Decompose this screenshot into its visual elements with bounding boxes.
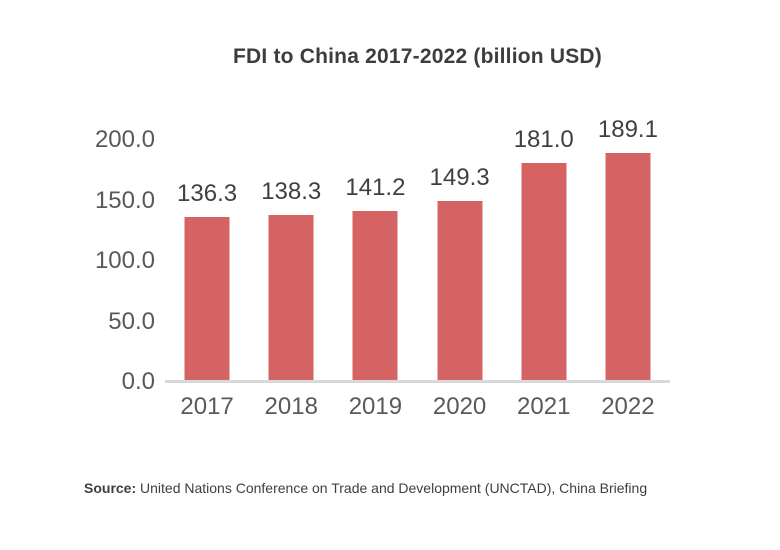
bar-slot-2021: 181.0 — [502, 127, 586, 382]
bar-value-label-2019: 141.2 — [345, 174, 406, 201]
bar-value-label-2021: 181.0 — [513, 126, 574, 153]
y-tick-label-0.0: 0.0 — [121, 368, 155, 395]
source-label: Source: — [84, 480, 137, 496]
y-tick-label-100.0: 100.0 — [94, 247, 155, 274]
bar-2017 — [184, 217, 230, 382]
bar-value-label-2020: 149.3 — [429, 164, 490, 191]
bar-2020 — [437, 201, 483, 382]
x-tick-label-2021: 2021 — [517, 393, 571, 420]
x-axis-labels: 2017 2018 2019 2020 2021 2022 — [165, 393, 670, 423]
y-tick-label-200.0: 200.0 — [94, 126, 155, 153]
bar-slot-2019: 141.2 — [333, 140, 417, 382]
y-tick-label-50.0: 50.0 — [108, 307, 155, 335]
x-tick-label-2022: 2022 — [601, 393, 655, 420]
source-text: United Nations Conference on Trade and D… — [136, 480, 648, 496]
bar-2022 — [605, 153, 651, 382]
bar-value-label-2018: 138.3 — [261, 178, 322, 205]
bar-slot-2018: 138.3 — [249, 140, 333, 382]
bar-2021 — [521, 163, 567, 382]
bar-slot-2017: 136.3 — [165, 140, 249, 382]
x-tick-label-2018: 2018 — [264, 393, 318, 420]
source-line: Source: United Nations Conference on Tra… — [84, 479, 744, 498]
x-tick-label-2019: 2019 — [348, 393, 403, 420]
bar-slot-2022: 189.1 — [586, 117, 670, 382]
x-tick-label-2020: 2020 — [432, 393, 487, 420]
y-tick-label-150.0: 150.0 — [94, 186, 155, 214]
y-axis-labels: 0.0 50.0 100.0 150.0 200.0 — [40, 127, 155, 395]
chart-title: FDI to China 2017-2022 (billion USD) — [233, 45, 602, 68]
bar-2018 — [268, 215, 314, 382]
plot-area: 136.3 138.3 141.2 149.3 181.0 189.1 — [165, 117, 670, 382]
bar-2019 — [352, 211, 398, 382]
x-axis-baseline — [165, 380, 670, 383]
bar-slot-2020: 149.3 — [418, 140, 502, 382]
x-tick-label-2017: 2017 — [180, 393, 234, 420]
bar-value-label-2022: 189.1 — [597, 116, 658, 143]
bar-value-label-2017: 136.3 — [177, 180, 238, 207]
